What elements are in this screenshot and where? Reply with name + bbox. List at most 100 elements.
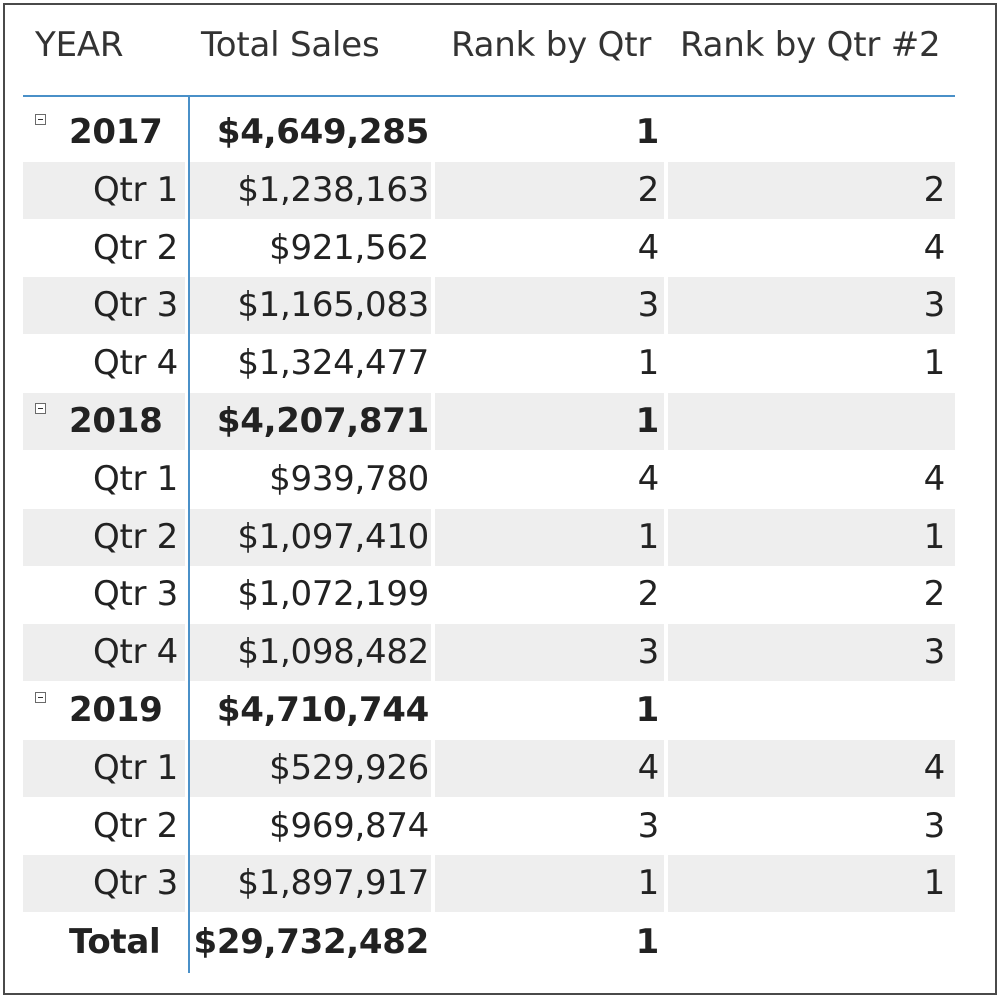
cell-rank-by-qtr: 3 [637, 285, 660, 326]
cell-total-sales: $1,097,410 [237, 516, 429, 557]
cell-gap [185, 393, 189, 450]
cell-rank-by-qtr-2: 2 [923, 574, 946, 615]
cell-rank-by-qtr-2: 3 [923, 632, 946, 673]
collapse-toggle-icon[interactable] [35, 114, 46, 125]
cell-rank-by-qtr-2: 3 [923, 805, 946, 846]
cell-rank-by-qtr: 1 [635, 401, 660, 441]
quarter-row[interactable]: Qtr 4 $1,098,482 3 3 [23, 624, 955, 682]
cell-rank-by-qtr: 1 [637, 516, 660, 557]
year-row[interactable]: 2019 $4,710,744 1 [23, 682, 955, 739]
cell-total-sales: $1,324,477 [237, 343, 429, 384]
cell-rank-by-qtr: 3 [637, 805, 660, 846]
row-label-quarter: Qtr 3 [92, 863, 178, 904]
cell-gap [664, 624, 668, 682]
cell-rank-by-qtr-2: 4 [923, 458, 946, 499]
cell-rank-by-qtr-2: 4 [923, 747, 946, 788]
row-label-quarter: Qtr 2 [92, 227, 178, 268]
cell-total-sales: $29,732,482 [193, 922, 430, 963]
row-label-year: 2019 [69, 690, 163, 730]
cell-total-sales: $4,649,285 [216, 112, 429, 152]
quarter-row[interactable]: Qtr 2 $921,562 4 4 [23, 220, 955, 277]
cell-gap [431, 277, 435, 335]
row-label-quarter: Qtr 4 [92, 343, 178, 384]
cell-rank-by-qtr-2: 1 [923, 516, 946, 557]
row-label-total: Total [69, 922, 161, 963]
cell-rank-by-qtr-2 [669, 393, 945, 450]
cell-gap [431, 393, 435, 450]
cell-total-sales: $1,238,163 [237, 169, 429, 210]
cell-rank-by-qtr: 1 [635, 690, 660, 730]
quarter-row[interactable]: Qtr 1 $529,926 4 4 [23, 739, 955, 797]
cell-rank-by-qtr-2 [669, 682, 945, 739]
row-label-quarter: Qtr 4 [92, 632, 178, 673]
cell-gap [431, 161, 435, 219]
row-header-divider [188, 97, 190, 973]
cell-gap [664, 277, 668, 335]
cell-rank-by-qtr-2: 1 [923, 863, 946, 904]
cell-gap [185, 624, 189, 682]
quarter-row[interactable]: Qtr 3 $1,897,917 1 1 [23, 855, 955, 913]
quarter-row[interactable]: Qtr 2 $969,874 3 3 [23, 798, 955, 855]
cell-rank-by-qtr-2: 4 [923, 227, 946, 268]
cell-gap [664, 508, 668, 566]
cell-total-sales: $529,926 [269, 747, 429, 788]
column-header-rank-by-qtr[interactable]: Rank by Qtr [451, 25, 652, 65]
row-label-quarter: Qtr 3 [92, 574, 178, 615]
cell-rank-by-qtr: 3 [637, 632, 660, 673]
cell-gap [664, 393, 668, 450]
cell-rank-by-qtr: 2 [637, 574, 660, 615]
cell-rank-by-qtr: 1 [635, 922, 660, 963]
row-label-year: 2018 [69, 401, 163, 441]
cell-rank-by-qtr: 4 [637, 227, 660, 268]
cell-rank-by-qtr-2: 3 [923, 285, 946, 326]
matrix-visual: YEAR Total Sales Rank by Qtr Rank by Qtr… [3, 3, 997, 995]
cell-total-sales: $1,072,199 [237, 574, 429, 615]
row-label-quarter: Qtr 2 [92, 805, 178, 846]
quarter-row[interactable]: Qtr 3 $1,165,083 3 3 [23, 277, 955, 335]
column-header-total-sales[interactable]: Total Sales [201, 25, 380, 65]
cell-gap [185, 161, 189, 219]
year-row[interactable]: 2018 $4,207,871 1 [23, 393, 955, 450]
cell-gap [431, 624, 435, 682]
cell-gap [431, 508, 435, 566]
cell-gap [185, 739, 189, 797]
cell-rank-by-qtr: 2 [637, 169, 660, 210]
cell-rank-by-qtr: 1 [635, 112, 660, 152]
row-label-quarter: Qtr 3 [92, 285, 178, 326]
cell-total-sales: $969,874 [269, 805, 429, 846]
cell-gap [431, 739, 435, 797]
cell-gap [185, 855, 189, 913]
cell-total-sales: $4,710,744 [216, 690, 429, 730]
matrix-header-row: YEAR Total Sales Rank by Qtr Rank by Qtr… [23, 5, 955, 97]
cell-gap [664, 161, 668, 219]
cell-rank-by-qtr: 1 [637, 863, 660, 904]
row-label-quarter: Qtr 1 [92, 169, 178, 210]
quarter-row[interactable]: Qtr 1 $1,238,163 2 2 [23, 161, 955, 219]
cell-gap [185, 277, 189, 335]
row-label-quarter: Qtr 2 [92, 516, 178, 557]
year-row[interactable]: 2017 $4,649,285 1 [23, 104, 955, 161]
cell-total-sales: $939,780 [269, 458, 429, 499]
cell-total-sales: $921,562 [269, 227, 429, 268]
row-label-quarter: Qtr 1 [92, 747, 178, 788]
cell-gap [185, 508, 189, 566]
cell-rank-by-qtr: 4 [637, 458, 660, 499]
quarter-row[interactable]: Qtr 1 $939,780 4 4 [23, 451, 955, 508]
quarter-row[interactable]: Qtr 2 $1,097,410 1 1 [23, 508, 955, 566]
collapse-toggle-icon[interactable] [35, 692, 46, 703]
row-label-quarter: Qtr 1 [92, 458, 178, 499]
collapse-toggle-icon[interactable] [35, 403, 46, 414]
quarter-row[interactable]: Qtr 3 $1,072,199 2 2 [23, 566, 955, 623]
cell-gap [664, 855, 668, 913]
total-row[interactable]: Total $29,732,482 1 [23, 914, 955, 971]
cell-gap [664, 739, 668, 797]
cell-total-sales: $1,165,083 [237, 285, 429, 326]
cell-rank-by-qtr-2: 2 [923, 169, 946, 210]
cell-total-sales: $1,098,482 [237, 632, 429, 673]
cell-rank-by-qtr-2 [669, 914, 945, 971]
cell-rank-by-qtr: 1 [637, 343, 660, 384]
column-header-rank-by-qtr-2[interactable]: Rank by Qtr #2 [680, 25, 941, 65]
cell-rank-by-qtr: 4 [637, 747, 660, 788]
quarter-row[interactable]: Qtr 4 $1,324,477 1 1 [23, 335, 955, 392]
column-header-year[interactable]: YEAR [35, 25, 124, 65]
